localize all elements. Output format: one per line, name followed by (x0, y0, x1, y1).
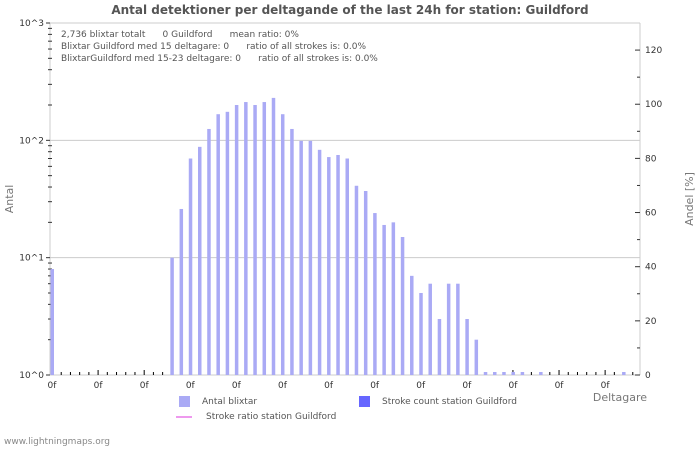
bar-antal-blixtar (336, 154, 340, 375)
bar-antal-blixtar (290, 128, 294, 375)
bar-antal-blixtar (400, 237, 405, 375)
y-left-tick-label: 10^0 (19, 371, 44, 381)
y-left-tick-label: 10^1 (19, 254, 44, 264)
y-right-tick-label: 0 (645, 371, 651, 381)
y-right-axis-title: Andel [%] (683, 172, 696, 226)
x-tick-label: 0f (186, 381, 196, 391)
bar-antal-blixtar (456, 283, 460, 375)
x-tick-label: 0f (324, 381, 334, 391)
x-tick-label: 0f (555, 381, 565, 391)
x-tick-label: 0f (416, 381, 426, 391)
y-left-axis-title: Antal (3, 185, 16, 214)
x-tick-label: 0f (232, 381, 242, 391)
x-tick-label: 0f (48, 381, 58, 391)
bar-antal-blixtar (345, 158, 349, 375)
bar-antal-blixtar (327, 157, 331, 375)
info-line-2: Blixtar Guildford med 15 deltagare: 0 ra… (61, 42, 367, 52)
bar-antal-blixtar (50, 269, 54, 375)
x-tick-label: 0f (278, 381, 288, 391)
bar-antal-blixtar (271, 97, 276, 376)
legend-swatch-stroke-ratio (176, 416, 192, 418)
y-right-tick-label: 120 (645, 46, 662, 56)
legend-label-antal: Antal blixtar (202, 396, 258, 407)
x-tick-label: 0f (508, 381, 518, 391)
y-left-tick-label: 10^2 (19, 136, 44, 146)
bar-antal-blixtar (622, 372, 626, 375)
bar-antal-blixtar (539, 372, 543, 375)
x-tick-label: 0f (94, 381, 104, 391)
bar-antal-blixtar (511, 372, 515, 375)
x-tick-label: 0f (140, 381, 150, 391)
legend-stroke-ratio: Stroke ratio station Guildford (176, 412, 336, 422)
bar-antal-blixtar (419, 292, 423, 375)
info-line-3: BlixtarGuildford med 15-23 deltagare: 0 … (61, 54, 378, 64)
x-tick-label: 0f (370, 381, 380, 391)
bar-antal-blixtar (520, 372, 525, 375)
legend-swatch-stroke-count (359, 396, 370, 407)
bar-antal-blixtar (483, 372, 488, 375)
bar-antal-blixtar (207, 128, 211, 375)
chart-title: Antal detektioner per deltagande of the … (111, 3, 589, 17)
bar-antal-blixtar (382, 224, 386, 375)
bar-antal-blixtar (188, 158, 193, 375)
bar-antal-blixtar (428, 283, 432, 375)
bar-antal-blixtar (244, 102, 248, 375)
bar-antal-blixtar (373, 213, 377, 375)
bar-antal-blixtar (474, 339, 479, 375)
bar-antal-blixtar (262, 102, 267, 375)
y-right-tick-label: 100 (645, 100, 662, 110)
legend-label-stroke-ratio: Stroke ratio station Guildford (206, 412, 337, 422)
y-right-tick-label: 20 (645, 317, 657, 327)
bar-antal-blixtar (437, 319, 442, 375)
legend-antal-blixtar: Antal blixtar (179, 396, 257, 407)
bar-antal-blixtar (225, 111, 230, 376)
bar-antal-blixtar (299, 140, 303, 375)
x-tick-label: 0f (601, 381, 611, 391)
bar-antal-blixtar (502, 372, 506, 375)
x-axis-title: Deltagare (593, 391, 647, 404)
bar-antal-blixtar (410, 275, 414, 375)
legend-label-stroke-count: Stroke count station Guildford (382, 396, 517, 407)
bar-antal-blixtar (354, 185, 359, 375)
info-line-1: 2,736 blixtar totalt 0 Guildford mean ra… (61, 30, 299, 40)
bar-antal-blixtar (234, 105, 239, 375)
y-right-tick-label: 80 (645, 154, 657, 164)
y-left-tick-label: 10^3 (19, 19, 44, 29)
bar-antal-blixtar (253, 105, 257, 375)
legend-swatch-antal (179, 396, 190, 407)
bar-antal-blixtar (363, 190, 368, 375)
bar-antal-blixtar (280, 114, 285, 376)
bar-antal-blixtar (493, 372, 497, 375)
y-right-tick-label: 40 (645, 263, 657, 273)
bar-antal-blixtar (179, 208, 184, 375)
bar-antal-blixtar (465, 319, 469, 375)
footer-link[interactable]: www.lightningmaps.org (4, 437, 110, 447)
bar-antal-blixtar (308, 140, 313, 375)
bar-antal-blixtar (317, 149, 322, 375)
x-tick-label: 0f (462, 381, 472, 391)
bar-antal-blixtar (198, 146, 202, 375)
bar-antal-blixtar (170, 257, 174, 375)
bar-antal-blixtar (391, 222, 396, 375)
legend-stroke-count: Stroke count station Guildford (359, 396, 517, 407)
bar-antal-blixtar (216, 114, 220, 376)
y-right-tick-label: 60 (645, 209, 657, 219)
bar-antal-blixtar (446, 283, 451, 375)
